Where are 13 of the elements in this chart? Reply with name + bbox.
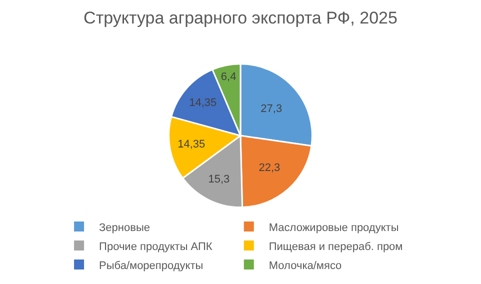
chart-title: Структура аграрного экспорта РФ, 2025 bbox=[84, 8, 398, 28]
data-label: 14,35 bbox=[178, 138, 206, 151]
legend-label: Зерновые bbox=[99, 222, 150, 234]
data-label: 22,3 bbox=[258, 162, 280, 174]
legend-label: Рыба/морепродукты bbox=[99, 260, 204, 272]
legend-label: Прочие продукты АПК bbox=[99, 240, 213, 253]
legend-label: Молочка/мясо bbox=[268, 260, 342, 272]
data-label: 15,3 bbox=[208, 174, 230, 186]
data-label: 6,4 bbox=[220, 71, 236, 84]
legend-label: Масложировые продукты bbox=[268, 222, 399, 234]
data-label: 14,35 bbox=[189, 96, 217, 109]
legend-label: Пищевая и перераб. пром bbox=[268, 240, 403, 253]
data-label: 27,3 bbox=[260, 102, 282, 115]
